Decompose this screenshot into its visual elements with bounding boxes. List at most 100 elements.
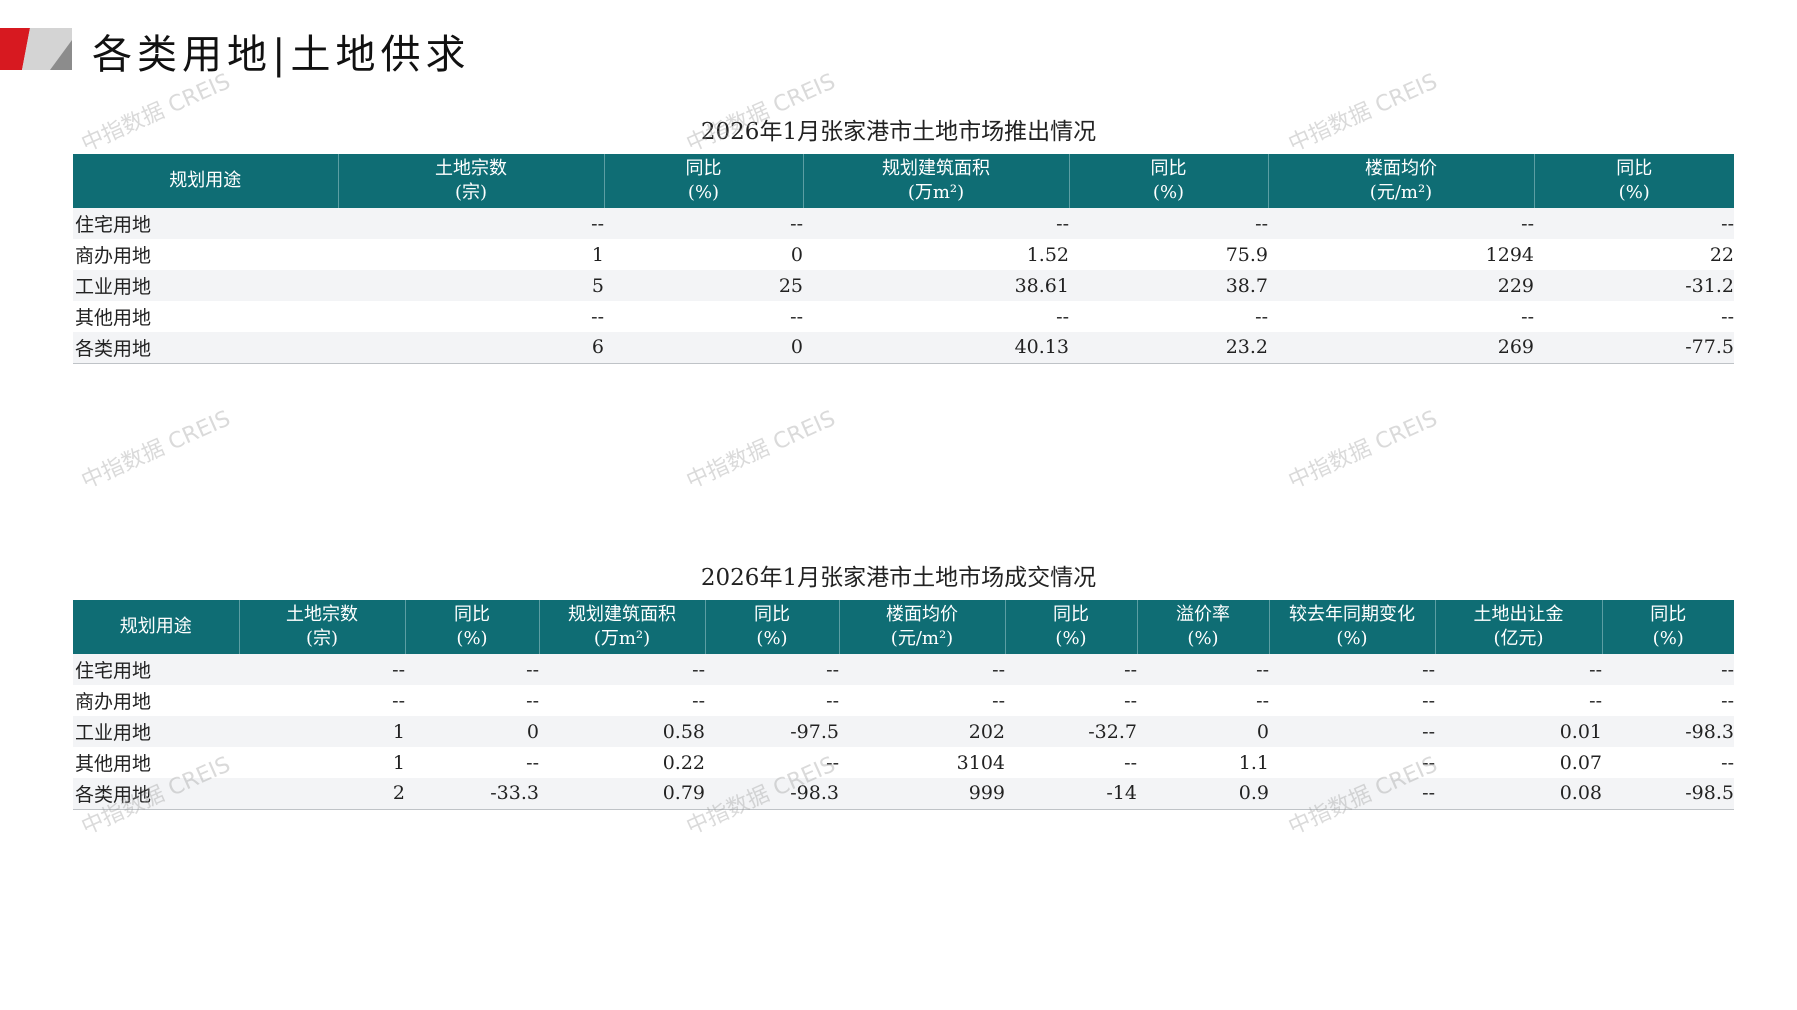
table-cell: -- [1269, 716, 1435, 747]
column-header: 同比 (%) [603, 154, 803, 208]
table-cell: 25 [604, 270, 803, 301]
table-cell: 38.61 [803, 270, 1069, 301]
column-header-text: (%) [1152, 182, 1185, 203]
table-cell: -- [705, 654, 839, 685]
column-header: 同比 (%) [404, 600, 539, 654]
column-header-text: 土地宗数 [286, 604, 358, 625]
column-header-text: (亿元) [1493, 628, 1544, 649]
table-cell: -- [803, 208, 1069, 239]
table-cell: -- [1255, 305, 1268, 328]
table-cell: -- [1721, 689, 1734, 712]
column-header-text: 楼面均价 [1365, 158, 1437, 179]
table-row: 各类用地 2 -33.3 0.79 -98.3 999 -14 0.9 -- 0.08 -98.5 [73, 778, 1734, 810]
table-cell: 22 [1709, 243, 1734, 266]
table-row: 住宅用地 -- -- -- -- -- -- [73, 208, 1734, 239]
table-row: 商办用地 -- -- -- -- -- -- -- -- -- -- [73, 685, 1734, 716]
table-cell: -- [539, 654, 705, 685]
column-header-text: (%) [1187, 628, 1219, 649]
table-cell: -32.7 [1005, 716, 1137, 747]
column-header: 楼面均价 (元/m²) [838, 600, 1005, 654]
table-cell: -- [1589, 689, 1602, 712]
table-cell: -- [1721, 305, 1734, 328]
table-cell: 0.9 [1137, 778, 1269, 810]
table-cell: -- [338, 208, 604, 239]
brand-logo-icon [0, 28, 72, 70]
table-row: 工业用地 1 0 0.58 -97.5 202 -32.7 0 -- 0.01 -98.3 [73, 716, 1734, 747]
column-header-text: (%) [1618, 182, 1650, 203]
row-label: 其他用地 [75, 753, 152, 775]
column-header: 同比 (%) [1533, 154, 1734, 208]
table-cell: -- [1269, 778, 1435, 810]
table-cell: 202 [839, 716, 1005, 747]
column-header-text: 溢价率 [1176, 604, 1230, 625]
column-header: 溢价率 (%) [1136, 600, 1269, 654]
column-header-text: 同比 [1616, 158, 1653, 179]
table-cell: -- [1056, 305, 1069, 328]
table-cell: -- [1069, 208, 1268, 239]
deal-table-title: 2026年1月张家港市土地市场成交情况 [700, 565, 1097, 591]
table-cell: -- [1534, 208, 1734, 239]
table-cell: -33.3 [405, 778, 539, 810]
table-cell: -- [1422, 689, 1435, 712]
column-header-text: 同比 [1650, 604, 1687, 625]
table-cell: 0 [604, 332, 803, 364]
table-cell: -97.5 [705, 716, 839, 747]
row-label: 各类用地 [73, 778, 239, 810]
row-label: 商办用地 [75, 691, 152, 713]
table-cell: -- [826, 751, 839, 774]
column-header: 楼面均价 (元/m²) [1267, 154, 1534, 208]
table-cell: 269 [1268, 332, 1534, 364]
table-cell: -98.5 [1602, 778, 1734, 810]
table-cell: -- [790, 305, 803, 328]
table-cell: -- [405, 654, 539, 685]
supply-table: 规划用途 土地宗数 (宗) 同比 (%) 规划建筑面积 (万m²) 同比 (%) 楼面均价 (元/m… [73, 154, 1734, 364]
column-header-text: 土地出让金 [1473, 604, 1564, 625]
column-header-text: (宗) [454, 182, 488, 203]
table-cell: 23.2 [1069, 332, 1268, 364]
table-cell: 40.13 [803, 332, 1069, 364]
table-cell: -- [1721, 751, 1734, 774]
column-header-text: 同比 [454, 604, 490, 625]
column-header-text: (%) [1055, 628, 1087, 649]
column-header: 规划用途 [73, 600, 239, 654]
table-cell: -- [526, 689, 539, 712]
table-cell: -- [1422, 751, 1435, 774]
column-header-text: 较去年同期变化 [1289, 604, 1415, 625]
page-title: 各类用地|土地供求 [92, 32, 471, 78]
table-cell: 999 [839, 778, 1005, 810]
table-row: 住宅用地 -- -- -- -- -- -- -- -- -- -- [73, 654, 1734, 685]
row-label: 其他用地 [75, 307, 152, 329]
table-cell: -- [992, 689, 1005, 712]
table-cell: -77.5 [1534, 332, 1734, 364]
watermark: 中指数据 CREIS [77, 406, 235, 495]
column-header: 同比 (%) [1004, 600, 1137, 654]
table-cell: -- [1137, 654, 1269, 685]
table-cell: 38.7 [1069, 270, 1268, 301]
table-cell: -- [526, 751, 539, 774]
column-header-text: (%) [756, 628, 788, 649]
table-cell: 229 [1268, 270, 1534, 301]
deal-table: 规划用途 土地宗数 (宗) 同比 (%) 规划建筑面积 (万m²) 同比 (%) 楼面均价 (元/m… [73, 600, 1734, 810]
row-label: 工业用地 [73, 716, 239, 747]
row-label: 各类用地 [73, 332, 338, 364]
table-cell: -- [591, 305, 604, 328]
table-cell: 1 [591, 243, 604, 266]
supply-table-title: 2026年1月张家港市土地市场推出情况 [700, 119, 1097, 145]
table-cell: -- [692, 689, 705, 712]
table-cell: 5 [338, 270, 604, 301]
column-header-text: 规划建筑面积 [568, 604, 676, 625]
column-header-text: 同比 [1150, 158, 1187, 179]
table-row: 商办用地 1 0 1.52 75.9 1294 22 [73, 239, 1734, 270]
column-header-text: 土地宗数 [435, 158, 507, 179]
column-header-text: 规划用途 [169, 170, 242, 191]
column-header-text: 同比 [685, 158, 722, 179]
column-header-text: (%) [456, 628, 488, 649]
table-cell: 0.01 [1435, 716, 1602, 747]
column-header-text: (万m²) [593, 628, 651, 649]
table-cell: -- [1602, 654, 1734, 685]
table-cell: -- [1005, 654, 1137, 685]
table-cell: 3104 [956, 751, 1005, 774]
table-cell: -- [1269, 654, 1435, 685]
table-row: 工业用地 5 25 38.61 38.7 229 -31.2 [73, 270, 1734, 301]
table-cell: 0 [405, 716, 539, 747]
